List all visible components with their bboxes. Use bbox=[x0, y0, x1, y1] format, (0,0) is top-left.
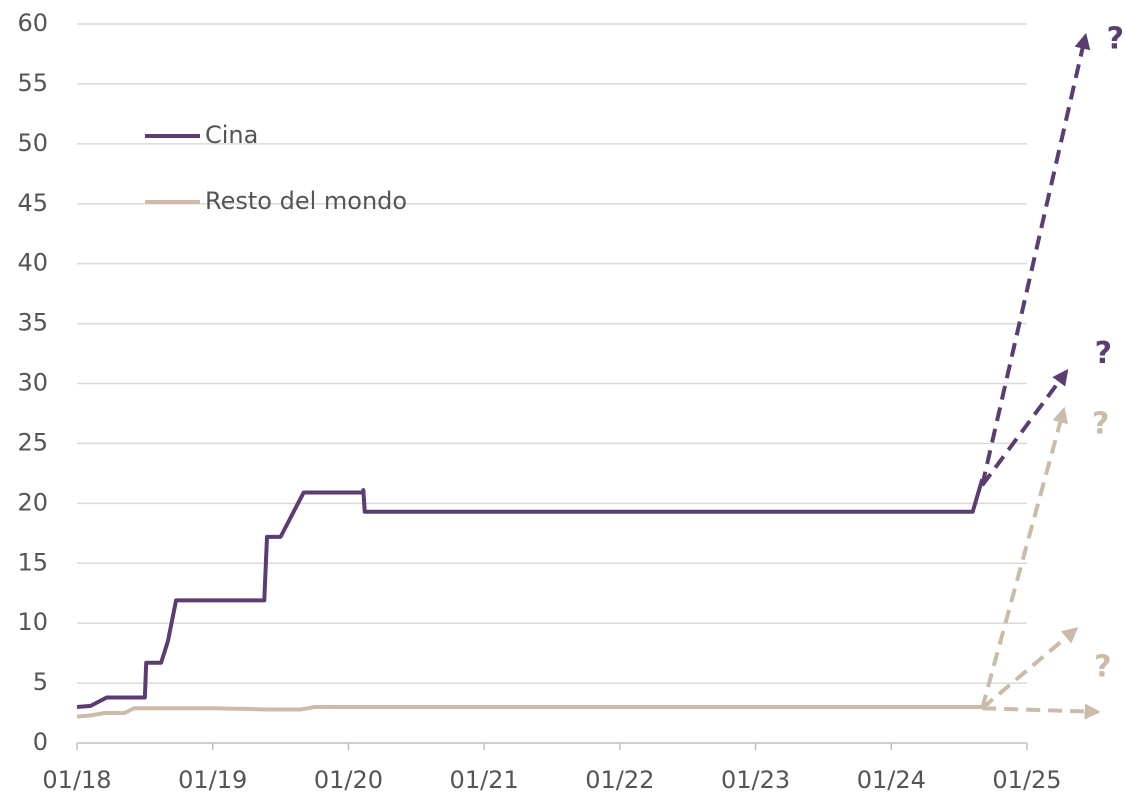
y-tick-label: 10 bbox=[17, 608, 48, 636]
series-line bbox=[76, 705, 983, 719]
y-tick-label: 30 bbox=[17, 369, 48, 397]
x-tick-label: 01/21 bbox=[450, 766, 519, 794]
scenario-arrow bbox=[982, 703, 1101, 720]
x-tick-label: 01/24 bbox=[857, 766, 926, 794]
scenario-label: ? bbox=[1094, 650, 1111, 685]
x-tick-label: 01/23 bbox=[721, 766, 790, 794]
y-tick-label: 45 bbox=[17, 189, 48, 217]
y-tick-label: 20 bbox=[17, 488, 48, 516]
y-tick-label: 40 bbox=[17, 249, 48, 277]
y-tick-label: 15 bbox=[17, 548, 48, 576]
scenario-arrow bbox=[980, 368, 1069, 487]
y-tick-label: 35 bbox=[17, 309, 48, 337]
scenario-label: ? bbox=[1092, 406, 1109, 441]
scenario-arrow bbox=[980, 32, 1091, 486]
x-tick-label: 01/22 bbox=[585, 766, 654, 794]
legend-label: Resto del mondo bbox=[205, 187, 407, 215]
y-tick-label: 60 bbox=[17, 9, 48, 37]
x-tick-label: 01/20 bbox=[314, 766, 383, 794]
y-tick-label: 5 bbox=[33, 668, 48, 696]
scenario-label: ? bbox=[1107, 21, 1124, 56]
y-tick-label: 55 bbox=[17, 69, 48, 97]
scenario-arrow bbox=[980, 406, 1068, 709]
x-tick-label: 01/18 bbox=[42, 766, 111, 794]
series-line bbox=[76, 478, 985, 710]
scenario-arrow bbox=[980, 627, 1079, 710]
scenario-label: ? bbox=[1095, 336, 1112, 371]
x-tick-label: 01/19 bbox=[178, 766, 247, 794]
y-tick-label: 25 bbox=[17, 428, 48, 456]
y-tick-label: 0 bbox=[33, 728, 48, 756]
legend-label: Cina bbox=[205, 121, 258, 149]
y-tick-label: 50 bbox=[17, 129, 48, 157]
x-tick-label: 01/25 bbox=[992, 766, 1061, 794]
